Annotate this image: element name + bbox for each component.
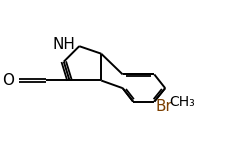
- Text: O: O: [3, 73, 15, 88]
- Text: Br: Br: [155, 99, 172, 114]
- Text: NH: NH: [53, 37, 76, 52]
- Text: CH₃: CH₃: [169, 95, 195, 109]
